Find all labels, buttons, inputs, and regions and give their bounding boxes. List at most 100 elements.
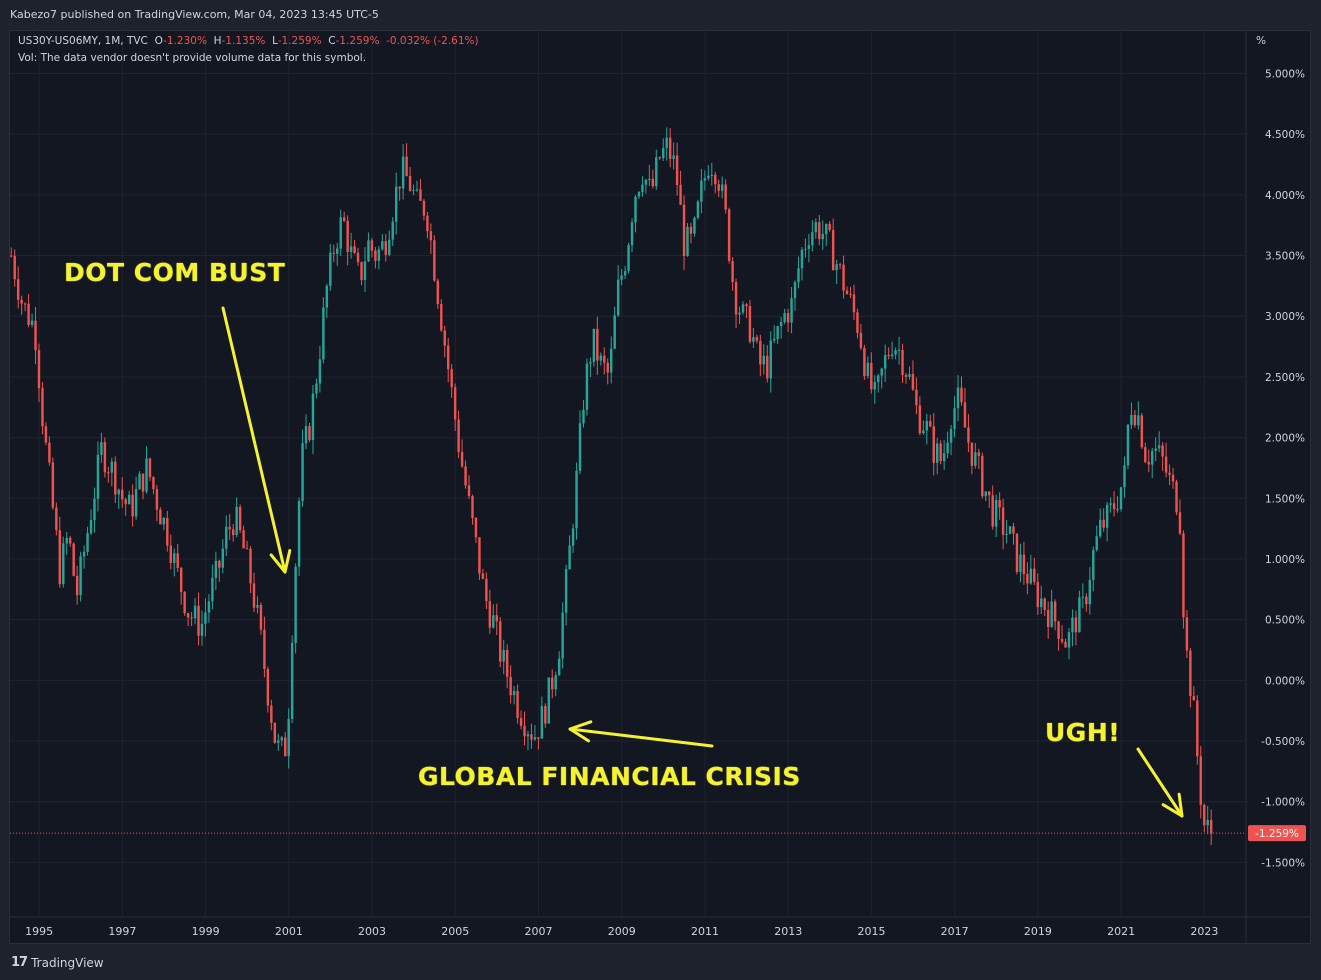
- candle-body: [1171, 474, 1175, 482]
- tradingview-brand[interactable]: 17 TradingView: [11, 955, 104, 970]
- x-tick-label: 2021: [1107, 925, 1135, 938]
- y-tick-label: 3.000%: [1265, 311, 1305, 323]
- candle-body: [745, 304, 748, 307]
- candle-body: [991, 495, 994, 527]
- candle-body: [127, 494, 131, 505]
- candle-body: [561, 612, 564, 659]
- candle-body: [679, 185, 682, 205]
- candle-body: [55, 507, 58, 531]
- candle-body: [304, 426, 308, 444]
- candle-body: [30, 320, 34, 325]
- candle-body: [294, 566, 297, 643]
- x-tick-label: 2003: [358, 925, 386, 938]
- candle-body: [93, 498, 96, 521]
- candle-body: [353, 246, 356, 253]
- candle-body: [790, 298, 793, 323]
- candle-body: [1008, 526, 1012, 534]
- candle-body: [218, 560, 221, 568]
- candle-body: [443, 330, 446, 346]
- candle-body: [970, 442, 974, 466]
- candle-body: [401, 156, 405, 189]
- candle-body: [1133, 414, 1137, 426]
- candle-body: [942, 453, 946, 462]
- candle-body: [512, 691, 516, 696]
- candle-body: [981, 455, 984, 497]
- candle-body: [367, 240, 370, 262]
- candle-body: [530, 734, 533, 740]
- x-tick-label: 2001: [275, 925, 303, 938]
- candle-body: [544, 706, 547, 724]
- candle-body: [672, 155, 675, 159]
- candle-body: [731, 261, 734, 283]
- footer-bar: [0, 944, 1321, 980]
- candle-body: [103, 442, 107, 473]
- candle-body: [1060, 638, 1064, 642]
- candle-body: [776, 326, 779, 339]
- candle-body: [1085, 596, 1088, 605]
- candle-body: [1168, 472, 1171, 475]
- candle-body: [769, 340, 772, 379]
- candle-body: [1182, 533, 1185, 618]
- candle-body: [1137, 415, 1140, 426]
- candle-body: [1199, 756, 1202, 805]
- candle-body: [1074, 617, 1078, 633]
- candle-body: [13, 255, 16, 280]
- candle-body: [1147, 462, 1150, 465]
- dot-com-arrow: [221, 306, 287, 574]
- chart-legend: US30Y-US06MY, 1M, TVC O-1.230% H-1.135% …: [18, 35, 479, 47]
- candle-body: [242, 530, 245, 549]
- candle-body: [1081, 596, 1085, 598]
- candle-body: [1123, 465, 1126, 488]
- current-price-label: -1.259%: [1255, 828, 1299, 840]
- candle-body: [835, 264, 838, 271]
- candle-body: [259, 604, 263, 630]
- candle-body: [471, 496, 474, 519]
- candle-body: [478, 537, 481, 574]
- candle-body: [207, 601, 211, 613]
- candle-body: [1026, 573, 1029, 584]
- candle-body: [568, 545, 571, 570]
- candle-body: [134, 489, 138, 517]
- candle-body: [852, 294, 856, 313]
- candle-body: [1109, 503, 1112, 505]
- candle-body: [1088, 579, 1092, 605]
- candle-body: [755, 337, 759, 341]
- candle-body: [1098, 519, 1102, 537]
- candle-body: [453, 387, 457, 420]
- y-tick-label: -1.000%: [1261, 797, 1305, 809]
- candle-body: [235, 506, 238, 536]
- candle-body: [481, 573, 485, 579]
- candle-body: [1050, 601, 1053, 627]
- y-tick-label: 3.500%: [1265, 251, 1305, 263]
- x-tick-label: 1999: [192, 925, 220, 938]
- candle-body: [911, 374, 915, 390]
- candle-body: [887, 355, 890, 357]
- candle-body: [1144, 447, 1147, 463]
- candle-body: [873, 382, 876, 390]
- candle-body: [322, 307, 325, 360]
- candle-body: [596, 328, 599, 361]
- candle-body: [346, 220, 349, 252]
- candle-body: [82, 551, 86, 557]
- annotation-dot-com: DOT COM BUST: [64, 258, 286, 287]
- candle-body: [783, 313, 786, 323]
- candle-body: [1196, 700, 1199, 757]
- candle-body: [86, 533, 89, 552]
- candle-body: [710, 174, 714, 176]
- candle-body: [1029, 568, 1033, 584]
- candle-body: [616, 279, 620, 316]
- candle-body: [575, 470, 578, 529]
- candle-body: [429, 231, 433, 241]
- candle-body: [571, 528, 575, 546]
- candle-body: [984, 491, 987, 497]
- candlestick-chart[interactable]: 5.000% 4.500% 4.000% 3.500% 3.000% 2.500% 2.00…: [10, 31, 1310, 943]
- gfc-arrow: [568, 727, 714, 748]
- candle-body: [904, 375, 908, 377]
- candle-body: [225, 526, 228, 549]
- candle-body: [51, 462, 55, 508]
- candle-body: [492, 615, 495, 628]
- candle-body: [603, 355, 606, 363]
- candle-body: [724, 184, 727, 210]
- candle-body: [772, 338, 776, 341]
- candle-body: [714, 174, 717, 185]
